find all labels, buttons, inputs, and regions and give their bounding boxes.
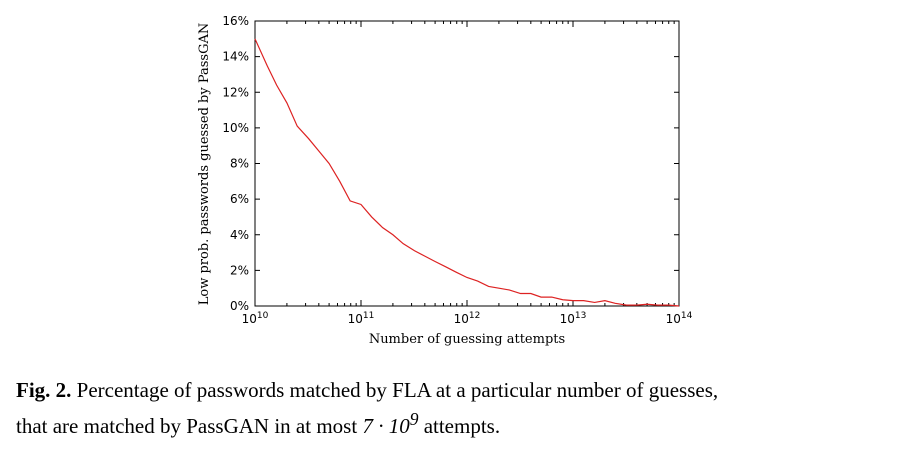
y-axis-title: Low prob. passwords guessed by PassGAN <box>197 23 212 305</box>
figure-caption: Fig. 2. Percentage of passwords matched … <box>16 376 906 441</box>
y-tick-label: 4% <box>230 228 249 242</box>
caption-line2-end: attempts. <box>418 414 501 438</box>
figure-label: Fig. 2. <box>16 378 72 402</box>
y-tick-label: 14% <box>222 50 249 64</box>
y-tick-label: 10% <box>222 121 249 135</box>
series-line <box>254 38 680 307</box>
caption-line2-start: that are matched by PassGAN in at most <box>16 414 363 438</box>
x-tick-labels: 1010 1011 1012 1013 1014 <box>242 311 693 326</box>
x-tick-label: 1014 <box>666 311 693 326</box>
x-tick-label: 1013 <box>560 311 587 326</box>
y-tick-labels: 0% 2% 4% 6% 8% 10% 12% 14% 16% <box>222 14 249 313</box>
caption-line1: Percentage of passwords matched by FLA a… <box>76 378 719 402</box>
y-tick-label: 2% <box>230 263 249 277</box>
y-tick-label: 12% <box>222 85 249 99</box>
y-tick-label: 16% <box>222 14 249 28</box>
x-tick-label: 1012 <box>454 311 481 326</box>
caption-formula-base: 7 · 10 <box>362 414 410 438</box>
x-tick-label: 1010 <box>242 311 269 326</box>
y-tick-label: 0% <box>230 299 249 313</box>
y-tick-label: 6% <box>230 192 249 206</box>
x-tick-label: 1011 <box>348 311 375 326</box>
x-axis-title: Number of guessing attempts <box>369 332 565 347</box>
caption-formula-exponent: 9 <box>409 409 419 429</box>
line-chart: 0%2%4%6%8%10%12%14%16% 1010 1011 1012 1013 1… <box>197 14 693 347</box>
caption-formula: 7 · 109 <box>362 409 418 438</box>
plot-frame <box>254 20 680 307</box>
y-tick-label: 8% <box>230 157 249 171</box>
axis-ticks <box>254 20 680 307</box>
